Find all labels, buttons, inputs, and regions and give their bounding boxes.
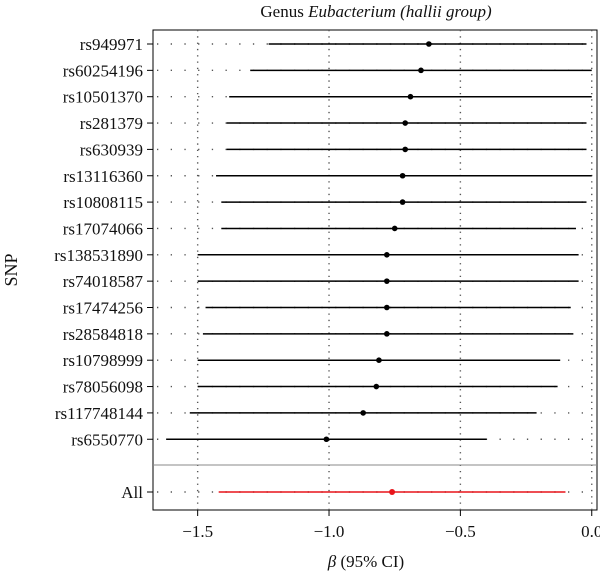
snp-row: rs17074066 [63, 219, 576, 238]
snp-row: rs60254196 [63, 61, 592, 80]
snp-row: rs13116360 [63, 167, 592, 186]
point-estimate [391, 225, 398, 232]
x-tick-label: −1.5 [182, 522, 213, 541]
plot-frame [152, 29, 598, 511]
snp-row: rs117748144 [55, 404, 537, 423]
point-estimate [376, 357, 382, 364]
x-axis-label-symbol: β [327, 552, 337, 571]
x-axis-label: β (95% CI) [327, 552, 404, 571]
snp-row: rs281379 [80, 114, 587, 133]
x-axis-label-rest: (95% CI) [336, 552, 404, 571]
y-tick-label: rs10501370 [63, 88, 143, 107]
y-tick-label: rs630939 [80, 140, 143, 159]
snp-row: rs78056098 [63, 378, 558, 397]
y-tick-label: rs10808115 [63, 193, 143, 212]
y-tick-label: rs10798999 [63, 351, 143, 370]
snp-row: rs74018587 [63, 272, 579, 291]
point-estimate [384, 252, 390, 258]
y-axis-label: SNP [1, 253, 21, 286]
y-tick-label: rs117748144 [55, 404, 144, 423]
point-estimate [418, 67, 424, 74]
x-axis: −1.5 −1.0 −0.5 0.0 [182, 510, 600, 541]
point-estimate [426, 41, 432, 47]
x-tick-label: 0.0 [581, 522, 600, 541]
y-tick-label: rs28584818 [63, 325, 143, 344]
y-tick-label: rs138531890 [54, 246, 143, 265]
summary-row: All [121, 483, 566, 502]
point-estimate [360, 410, 366, 416]
summary-point-estimate [389, 489, 396, 495]
y-tick-label: rs60254196 [63, 61, 143, 80]
point-estimate [399, 172, 406, 179]
y-tick-label: rs6550770 [71, 430, 143, 449]
point-estimate [323, 436, 330, 443]
snp-row: rs10798999 [63, 351, 561, 370]
point-estimate [373, 383, 380, 390]
grid-lines [157, 30, 593, 510]
point-estimate [384, 304, 390, 311]
y-tick-label: rs74018587 [63, 272, 144, 291]
y-tick-label: rs281379 [80, 114, 143, 133]
snp-row: rs6550770 [71, 430, 487, 449]
point-estimate [402, 120, 409, 126]
point-estimate [402, 146, 409, 153]
y-tick-label: rs949971 [80, 35, 143, 54]
x-tick-label: −0.5 [445, 522, 476, 541]
y-tick-label: rs13116360 [63, 167, 143, 186]
snp-rows: rs949971 rs60254196 rs10501370 rs281379 rs63… [54, 35, 592, 449]
snp-row: rs17474256 [63, 299, 571, 318]
point-estimate [384, 331, 390, 337]
point-estimate [384, 278, 390, 284]
y-tick-label: rs17474256 [63, 299, 143, 318]
y-tick-label: rs17074066 [63, 219, 143, 238]
snp-row: rs10808115 [63, 193, 587, 212]
title-italic: Eubacterium (hallii group) [307, 2, 492, 21]
snp-row: rs630939 [80, 140, 587, 159]
snp-row: rs138531890 [54, 246, 579, 265]
x-tick-label: −1.0 [314, 522, 345, 541]
summary-label: All [121, 483, 143, 502]
snp-row: rs28584818 [63, 325, 574, 344]
chart-title: Genus Eubacterium (hallii group) [260, 2, 492, 21]
title-plain: Genus [260, 2, 308, 21]
y-tick-label: rs78056098 [63, 378, 143, 397]
snp-row: rs10501370 [63, 88, 592, 107]
point-estimate [407, 93, 414, 100]
snp-row: rs949971 [80, 35, 587, 54]
point-estimate [399, 199, 406, 205]
